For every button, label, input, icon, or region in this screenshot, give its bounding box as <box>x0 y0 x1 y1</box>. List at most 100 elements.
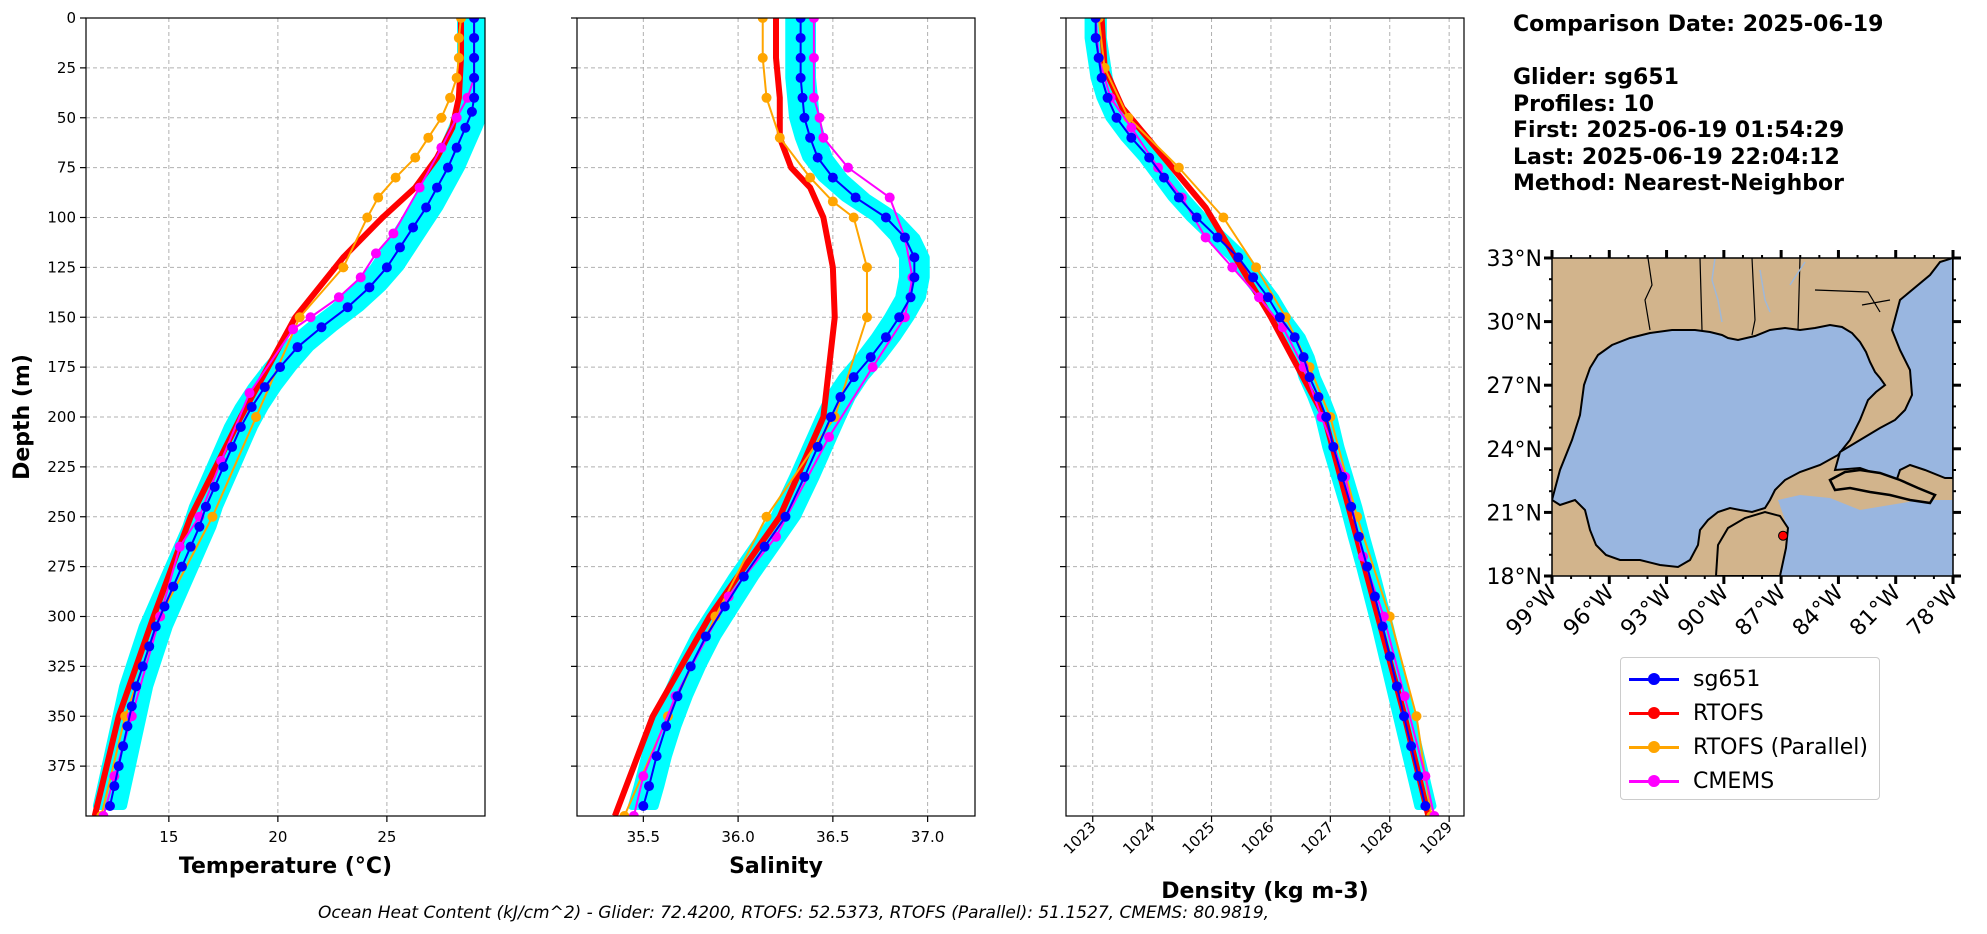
data-point <box>850 192 861 203</box>
data-point <box>780 511 791 522</box>
data-point <box>1420 771 1431 782</box>
data-point <box>408 222 419 233</box>
series-line-sg651 <box>642 18 916 807</box>
data-point <box>144 641 155 652</box>
legend-swatch <box>1629 672 1679 685</box>
data-point <box>469 18 480 23</box>
data-point <box>899 232 910 243</box>
data-point <box>194 521 205 532</box>
data-point <box>109 781 120 792</box>
data-point <box>884 192 895 203</box>
data-point <box>244 388 255 399</box>
map-lon-label: 78°W <box>1903 580 1964 641</box>
data-point <box>795 32 806 43</box>
data-point <box>619 811 630 816</box>
plot-area <box>91 18 485 816</box>
y-tick-label: 250 <box>47 508 76 526</box>
data-point <box>812 441 823 452</box>
data-point <box>390 172 401 183</box>
series-line-rtofs-parallel- <box>100 18 463 816</box>
data-point <box>1191 212 1202 223</box>
data-point <box>1369 591 1380 602</box>
map-lon-label: 81°W <box>1845 580 1906 641</box>
data-point <box>808 18 819 23</box>
plot-area <box>1084 18 1440 816</box>
map-atlantic-water <box>1833 258 1953 487</box>
data-point <box>126 701 137 712</box>
data-point <box>373 192 384 203</box>
data-point <box>469 72 480 83</box>
map-lon-label: 84°W <box>1788 580 1849 641</box>
data-point <box>168 581 179 592</box>
data-point <box>905 292 916 303</box>
map-caribbean-water <box>1778 495 1953 576</box>
data-point <box>638 771 649 782</box>
data-point <box>738 571 749 582</box>
y-tick-label: 300 <box>47 608 76 626</box>
legend-swatch <box>1629 740 1679 753</box>
data-point <box>122 721 133 732</box>
y-tick-label: 200 <box>47 408 76 426</box>
y-tick-label: 275 <box>47 558 76 576</box>
data-point <box>1298 352 1309 363</box>
x-tick-label: 1023 <box>1060 818 1100 858</box>
data-point <box>827 172 838 183</box>
series-line-cmems <box>1094 18 1436 816</box>
data-point <box>251 412 262 422</box>
series-line-rtofs <box>1098 18 1432 816</box>
data-point <box>316 322 327 333</box>
data-point <box>835 392 846 403</box>
data-point <box>1399 711 1410 722</box>
map-lat-label: 18°N <box>1487 565 1542 590</box>
data-point <box>848 212 859 223</box>
x-tick-label: 15 <box>159 828 178 846</box>
series-line-sg651 <box>109 18 476 807</box>
data-point <box>159 601 170 612</box>
data-point <box>1096 72 1107 83</box>
data-point <box>651 751 662 762</box>
data-point <box>774 132 785 143</box>
x-tick-label: 37.0 <box>911 828 944 846</box>
data-point <box>137 661 148 672</box>
data-point <box>1413 771 1424 782</box>
data-point <box>364 282 375 293</box>
data-point <box>1391 681 1402 692</box>
data-point <box>759 541 770 552</box>
data-point <box>1111 112 1122 123</box>
data-point <box>150 621 161 632</box>
data-point <box>235 421 246 432</box>
map-rivers <box>1711 258 1806 323</box>
data-point <box>1384 651 1395 662</box>
data-point <box>799 471 810 482</box>
series-line-cmems <box>102 18 476 816</box>
map-gulf-water <box>1552 323 1887 569</box>
map-lon-label: 93°W <box>1616 580 1677 641</box>
plot-area <box>612 18 930 816</box>
data-point <box>1254 292 1265 303</box>
data-point <box>469 32 480 43</box>
x-tick-label: 36.5 <box>816 828 849 846</box>
data-point <box>1212 232 1223 243</box>
data-point <box>761 92 772 103</box>
data-point <box>1102 92 1113 103</box>
data-point <box>288 324 299 335</box>
data-point <box>1289 332 1300 343</box>
y-tick-label: 125 <box>47 258 76 276</box>
y-tick-label: 325 <box>47 657 76 675</box>
data-point <box>1093 52 1104 63</box>
data-point <box>342 302 353 313</box>
x-tick-label: 20 <box>268 828 287 846</box>
data-point <box>827 196 838 207</box>
data-point <box>381 262 392 273</box>
map-lon-label: 96°W <box>1559 580 1620 641</box>
y-tick-label: 375 <box>47 757 76 775</box>
map-lon-label: 87°W <box>1731 580 1792 641</box>
data-point <box>469 92 480 103</box>
data-point <box>104 801 115 812</box>
data-point <box>700 631 711 642</box>
y-tick-label: 50 <box>57 109 76 127</box>
map-cuba <box>1828 468 1937 505</box>
x-tick-label: 1025 <box>1179 818 1219 858</box>
legend-label: RTOFS <box>1693 700 1764 726</box>
map-lat-label: 27°N <box>1487 374 1542 399</box>
